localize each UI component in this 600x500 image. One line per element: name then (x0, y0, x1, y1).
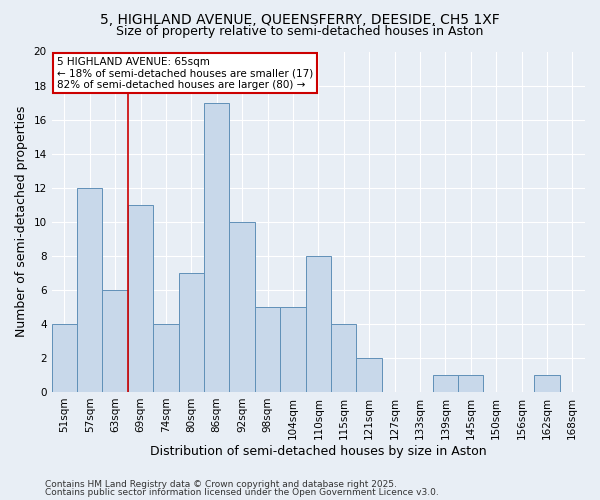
Bar (433, 375, 458, 392)
Bar (128, 204, 153, 392)
Bar (204, 102, 229, 392)
Bar (534, 375, 560, 392)
Text: Size of property relative to semi-detached houses in Aston: Size of property relative to semi-detach… (116, 25, 484, 38)
Text: Contains public sector information licensed under the Open Government Licence v3: Contains public sector information licen… (45, 488, 439, 497)
Bar (356, 358, 382, 392)
Text: 5 HIGHLAND AVENUE: 65sqm
← 18% of semi-detached houses are smaller (17)
82% of s: 5 HIGHLAND AVENUE: 65sqm ← 18% of semi-d… (57, 56, 313, 90)
Bar (280, 307, 305, 392)
Text: Contains HM Land Registry data © Crown copyright and database right 2025.: Contains HM Land Registry data © Crown c… (45, 480, 397, 489)
Bar (153, 324, 179, 392)
Text: 5, HIGHLAND AVENUE, QUEENSFERRY, DEESIDE, CH5 1XF: 5, HIGHLAND AVENUE, QUEENSFERRY, DEESIDE… (100, 12, 500, 26)
Bar (331, 324, 356, 392)
Bar (103, 290, 128, 392)
Y-axis label: Number of semi-detached properties: Number of semi-detached properties (15, 106, 28, 338)
Bar (52, 324, 77, 392)
X-axis label: Distribution of semi-detached houses by size in Aston: Distribution of semi-detached houses by … (150, 444, 487, 458)
Bar (77, 188, 103, 392)
Bar (255, 307, 280, 392)
Bar (458, 375, 484, 392)
Bar (179, 273, 204, 392)
Bar (305, 256, 331, 392)
Bar (229, 222, 255, 392)
